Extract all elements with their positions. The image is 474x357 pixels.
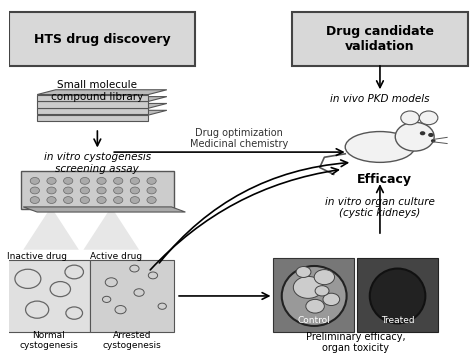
Circle shape [315, 286, 329, 296]
Circle shape [296, 266, 311, 277]
Circle shape [323, 293, 340, 306]
Polygon shape [37, 95, 148, 101]
Text: Active drug: Active drug [90, 252, 142, 261]
Circle shape [47, 177, 56, 184]
Text: Efficacy: Efficacy [357, 173, 412, 186]
Ellipse shape [345, 131, 415, 162]
Circle shape [147, 197, 156, 203]
FancyBboxPatch shape [91, 260, 174, 332]
Circle shape [47, 187, 56, 194]
Circle shape [114, 177, 123, 184]
Text: Small molecule
compound library: Small molecule compound library [51, 80, 144, 102]
Polygon shape [37, 101, 148, 107]
Text: Arrested
cystogenesis: Arrested cystogenesis [103, 331, 162, 350]
FancyBboxPatch shape [9, 12, 195, 66]
Circle shape [314, 270, 335, 285]
Circle shape [30, 177, 39, 184]
Text: Inactive drug: Inactive drug [7, 252, 67, 261]
Text: Drug candidate
validation: Drug candidate validation [326, 25, 434, 53]
Circle shape [419, 111, 438, 125]
Circle shape [97, 187, 106, 194]
FancyBboxPatch shape [7, 260, 91, 332]
Polygon shape [37, 104, 167, 108]
Circle shape [64, 197, 73, 203]
Circle shape [114, 187, 123, 194]
Circle shape [47, 197, 56, 203]
Circle shape [431, 139, 436, 142]
Polygon shape [37, 115, 148, 121]
Circle shape [147, 187, 156, 194]
Polygon shape [23, 207, 79, 250]
Circle shape [306, 300, 324, 313]
Circle shape [80, 187, 90, 194]
Ellipse shape [370, 268, 425, 323]
FancyBboxPatch shape [292, 12, 468, 66]
FancyBboxPatch shape [357, 258, 438, 332]
Text: HTS drug discovery: HTS drug discovery [34, 32, 170, 46]
Circle shape [80, 197, 90, 203]
Polygon shape [37, 110, 167, 115]
Text: in vivo PKD models: in vivo PKD models [330, 94, 430, 104]
Circle shape [130, 197, 139, 203]
Circle shape [30, 197, 39, 203]
Text: Preliminary efficacy,
organ toxicity: Preliminary efficacy, organ toxicity [306, 332, 406, 353]
Ellipse shape [282, 266, 346, 326]
Text: in vitro cystogenesis
screening assay: in vitro cystogenesis screening assay [44, 152, 151, 174]
Circle shape [80, 177, 90, 184]
Circle shape [428, 133, 434, 137]
Circle shape [130, 177, 139, 184]
Polygon shape [37, 108, 148, 115]
Text: Control: Control [298, 316, 330, 325]
Circle shape [64, 187, 73, 194]
Text: in vitro organ culture
(cystic kidneys): in vitro organ culture (cystic kidneys) [325, 197, 435, 218]
Circle shape [401, 111, 419, 125]
Polygon shape [23, 207, 185, 212]
Polygon shape [37, 97, 167, 101]
Circle shape [395, 122, 434, 151]
Circle shape [97, 177, 106, 184]
Circle shape [30, 187, 39, 194]
Text: Treated: Treated [381, 316, 414, 325]
Circle shape [114, 197, 123, 203]
Text: Normal
cystogenesis: Normal cystogenesis [19, 331, 78, 350]
Circle shape [97, 197, 106, 203]
Circle shape [293, 276, 323, 298]
Circle shape [420, 131, 425, 135]
Polygon shape [37, 90, 167, 95]
Circle shape [147, 177, 156, 184]
Polygon shape [83, 207, 139, 250]
Circle shape [64, 177, 73, 184]
Circle shape [130, 187, 139, 194]
Text: Drug optimization
Medicinal chemistry: Drug optimization Medicinal chemistry [190, 127, 288, 149]
FancyBboxPatch shape [21, 171, 174, 208]
FancyBboxPatch shape [273, 258, 355, 332]
